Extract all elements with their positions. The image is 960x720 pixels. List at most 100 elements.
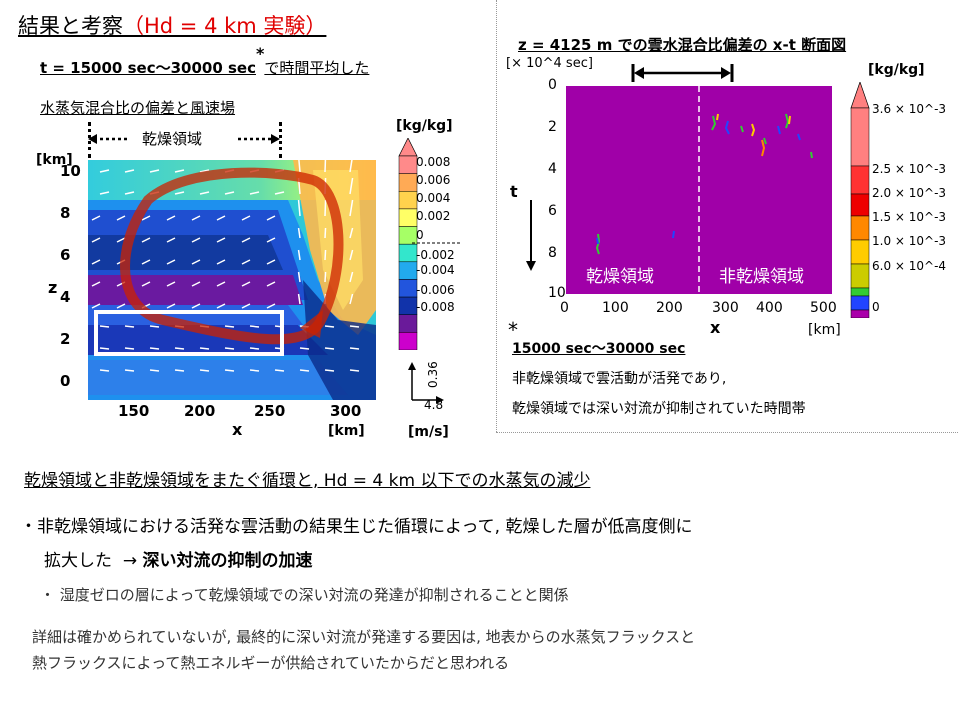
right-colorbar [850,82,870,318]
wind-vector [191,259,201,265]
wind-vector [249,191,260,195]
wind-vector [349,227,354,239]
right-colorbar-label: 6.0 × 10^-4 [872,259,947,273]
dry-bracket-arrow [88,134,280,144]
xt-nondry-label: 非乾燥領域 [719,267,804,287]
wind-vector [141,215,151,221]
right-colorbar-swatch [850,165,870,195]
left-colorbar-swatch [398,332,418,350]
summary-note-line1: 詳細は確かめられていないが, 最終的に深い対流が発達する要因は, 地表からの水蒸… [32,628,696,646]
right-x-axis-label: x [710,318,721,337]
wind-vector [124,325,135,328]
left-colorbar-label: -0.006 [416,283,455,297]
wind-vector [349,325,360,328]
right-y-tick: 4 [548,161,557,177]
left-colorbar-label: -0.004 [416,263,455,277]
right-colorbar-cap [850,82,870,109]
wind-vector [216,259,226,265]
wind-vector [297,227,301,239]
left-x-unit: [km] [328,423,365,439]
vector-unit: [m/s] [408,424,449,440]
wind-vector [191,215,201,221]
wind-vector [224,369,235,372]
left-colorbar-swatch [398,261,418,280]
wind-vector [241,281,251,287]
summary-bullet-line2-prefix: 拡大した [44,551,112,571]
right-note-line2: 乾燥領域では深い対流が抑制されていた時間帯 [512,401,806,417]
field-low-band [88,325,328,355]
wind-vector [224,191,235,195]
left-colorbar-label: 0 [416,228,424,242]
wind-vector [324,227,327,239]
wind-vector [99,169,110,173]
horizontal-divider [496,432,958,433]
right-y-axis-label: t [510,182,518,201]
left-y-tick: 10 [60,162,81,180]
wind-vector [324,369,335,372]
wind-vector [91,281,101,287]
wind-vector [249,325,260,328]
summary-sub-bullet-marker: ・ [40,586,56,604]
left-caption: 水蒸気混合比の偏差と風速場 [40,99,236,117]
wind-vector [249,369,260,372]
right-colorbar-label: 2.5 × 10^-3 [872,162,947,176]
wind-vector [266,303,276,309]
dry-bracket-left-line [88,122,93,158]
right-note-line1: 非乾燥領域で雲活動が活発であり, [512,371,727,387]
wind-vector [324,249,327,261]
wind-vector [199,191,210,195]
wind-vector [297,249,301,261]
left-y-tick: 6 [60,246,71,264]
wind-vector [166,259,176,265]
right-y-tick: 0 [548,77,557,93]
wind-vector [149,347,160,350]
wind-vector [166,303,176,309]
right-x-tick: 500 [810,300,837,316]
right-x-tick: 300 [712,300,739,316]
vapor-deviation-plot [88,160,376,400]
wind-vector [266,237,276,243]
left-y-tick: 8 [60,204,71,222]
field-surface-band [88,360,348,395]
left-colorbar-swatch [398,296,418,315]
page-title: 結果と考察（Hd = 4 km 実験） [18,10,326,40]
summary-note-line2: 熱フラックスによって熱エネルギーが供給されていたからだと思われる [32,654,510,672]
right-x-tick: 200 [656,300,683,316]
wind-vector [224,325,235,328]
summary-bullet-emphasis: 深い対流の抑制の加速 [142,551,313,571]
right-y-tick: 8 [548,245,557,261]
right-y-tick: 2 [548,119,557,135]
wind-vector [274,191,285,195]
wind-vector [199,369,210,372]
vector-vertical-scale: 0.36 [426,361,440,388]
wind-vector [149,369,160,372]
wind-vector [324,325,335,328]
wind-vector [266,215,276,221]
right-x-unit: [km] [808,322,841,338]
right-y-tick: 6 [548,203,557,219]
left-y-tick: 0 [60,372,71,390]
left-x-tick: 150 [118,402,150,420]
wind-vector [99,369,110,372]
wind-vector [349,369,360,372]
wind-vector [349,177,354,195]
wind-vector [191,237,201,243]
wind-vector [266,259,276,265]
wind-vector [191,281,201,287]
right-y-unit: [× 10^4 sec] [506,56,593,71]
wind-vector [91,303,101,309]
right-note-period: 15000 sec～30000 sec [512,341,686,357]
right-colorbar-swatch [850,107,870,167]
left-colorbar-label: -0.008 [416,300,455,314]
title-highlight: （Hd = 4 km 実験） [123,14,327,38]
wind-vector [249,347,260,350]
right-colorbar-swatch [850,215,870,241]
wind-vector [99,191,110,195]
wind-vector [124,169,135,173]
right-x-tick: 100 [602,300,629,316]
colorbar-zero-dash [412,242,460,244]
wind-vector [241,237,251,243]
right-y-tick: 10 [548,285,566,301]
wind-vector [166,237,176,243]
right-colorbar-swatch [850,309,870,318]
